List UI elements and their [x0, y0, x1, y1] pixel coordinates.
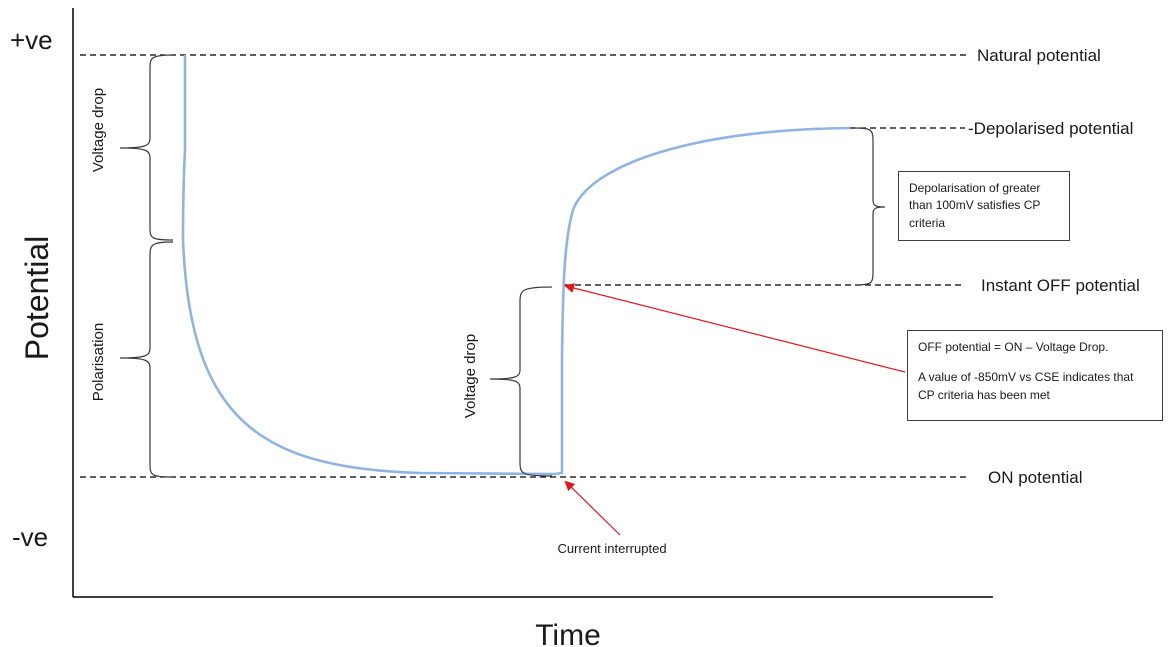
off-note-arrow [564, 283, 906, 373]
polarisation-brace [119, 241, 174, 478]
y-top-label: +ve [10, 25, 53, 55]
potential-curve [181, 55, 851, 476]
y-bottom-label: -ve [12, 522, 48, 552]
natural-potential-label: Natural potential [977, 46, 1101, 65]
y-axis-title: Potential [19, 236, 55, 361]
voltage-drop-left-brace [119, 54, 174, 241]
depolarised-potential-label: -Depolarised potential [968, 119, 1133, 138]
depolarisation-note-box: Depolarisation of greater than 100mV sat… [898, 171, 1070, 241]
off-note-line1: OFF potential = ON – Voltage Drop. [918, 340, 1109, 354]
off-note-line2: A value of -850mV vs CSE indicates that … [918, 370, 1134, 402]
voltage-drop-left-label: Voltage drop [90, 88, 107, 172]
voltage-drop-mid-brace [489, 286, 553, 477]
depolarisation-note-text: Depolarisation of greater than 100mV sat… [909, 181, 1041, 230]
voltage-drop-mid-label: Voltage drop [462, 334, 479, 418]
instant-off-potential-label: Instant OFF potential [981, 276, 1140, 295]
polarisation-label: Polarisation [90, 323, 107, 401]
depolarisation-brace [854, 127, 886, 286]
off-note-box: OFF potential = ON – Voltage Drop. A val… [907, 330, 1163, 421]
current-interrupted-label: Current interrupted [557, 541, 666, 556]
current-interrupted-arrow [564, 480, 621, 536]
on-potential-label: ON potential [988, 468, 1083, 487]
x-axis-title: Time [535, 619, 601, 647]
